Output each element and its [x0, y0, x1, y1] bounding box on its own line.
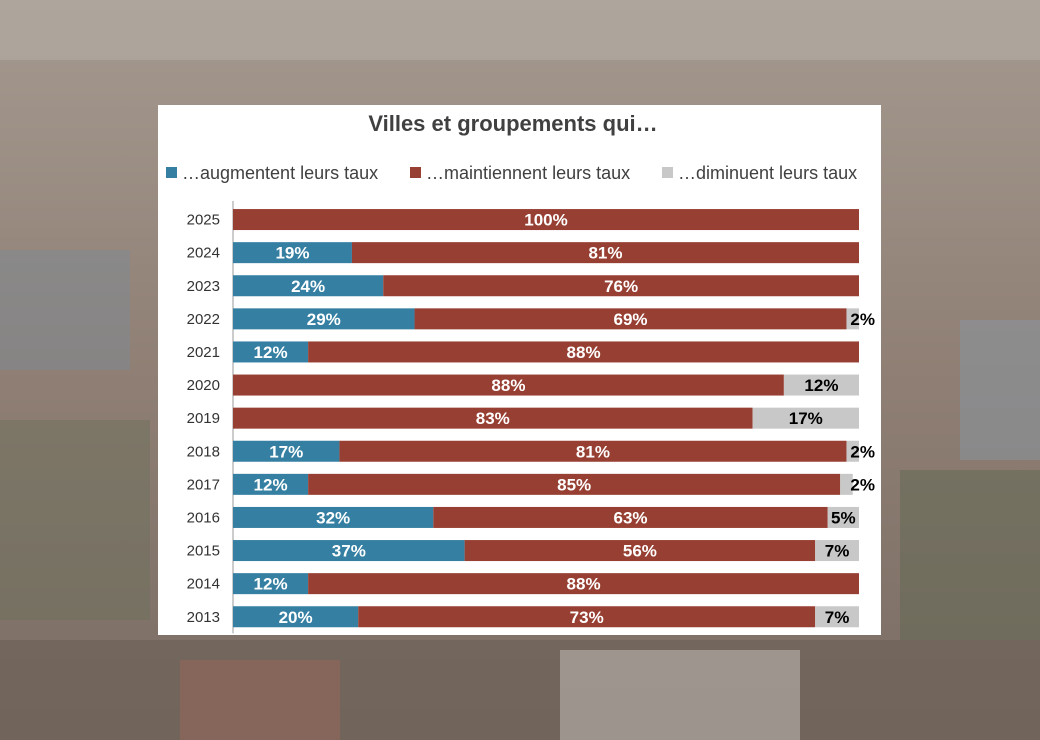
bar-segment [233, 308, 415, 330]
data-label: 12% [254, 475, 288, 494]
bar-segment [233, 242, 352, 264]
legend-entry-1: …maintiennent leurs taux [426, 163, 630, 183]
data-label: 73% [570, 608, 604, 627]
legend-entry-2: …diminuent leurs taux [678, 163, 857, 183]
legend-swatch-1 [410, 167, 421, 178]
data-label: 7% [825, 608, 850, 627]
y-tick-label: 2021 [187, 344, 220, 361]
y-tick-label: 2016 [187, 509, 220, 526]
bar-segment [233, 374, 784, 396]
bar-segment [233, 506, 434, 528]
legend-swatch-0 [166, 167, 177, 178]
data-label: 76% [604, 277, 638, 296]
bar-segment [464, 540, 816, 562]
y-tick-label: 2022 [187, 311, 220, 328]
data-label: 88% [567, 575, 601, 594]
legend-entry-0: …augmentent leurs taux [182, 163, 378, 183]
bar-segment [840, 473, 853, 495]
data-label: 12% [254, 575, 288, 594]
data-label: 85% [557, 475, 591, 494]
data-label: 7% [825, 542, 850, 561]
data-label: 17% [269, 442, 303, 461]
bar-segment [358, 606, 816, 628]
legend-swatch-2 [662, 167, 673, 178]
data-label: 37% [332, 542, 366, 561]
y-tick-label: 2020 [187, 377, 220, 394]
y-tick-label: 2023 [187, 278, 220, 295]
data-label: 29% [307, 310, 341, 329]
data-label: 83% [476, 409, 510, 428]
bar-segment [815, 540, 859, 562]
data-label: 24% [291, 277, 325, 296]
bar-segment [752, 407, 859, 429]
y-tick-label: 2019 [187, 410, 220, 427]
bar-segment [846, 308, 859, 330]
data-label: 88% [491, 376, 525, 395]
bar-segment [414, 308, 847, 330]
bar-segment [827, 506, 859, 528]
bar-segment [233, 407, 753, 429]
bar-segment [846, 440, 859, 462]
data-label: 12% [254, 343, 288, 362]
data-label: 12% [804, 376, 838, 395]
bar-segment [233, 209, 859, 231]
bar-segment [815, 606, 859, 628]
y-tick-labels: 2025 2024 2023 2022 2021 2020 2019 2018 2017 2016… [187, 212, 220, 626]
data-label: 81% [588, 244, 622, 263]
bar-segment [339, 440, 847, 462]
bar-segment [233, 440, 340, 462]
data-label: 56% [623, 542, 657, 561]
data-label: 17% [789, 409, 823, 428]
y-tick-label: 2015 [187, 543, 220, 560]
stacked-bar-chart: Villes et groupements qui… …augmentent l… [166, 111, 875, 634]
y-tick-label: 2017 [187, 476, 220, 493]
bar-segment [233, 341, 309, 363]
bar-segment [383, 275, 859, 297]
bar-segment [233, 606, 359, 628]
data-labels: 100% 19% 81% 24% 76% 29% 69% 2% 12% 88% 88% 12% 83% 1… [254, 211, 875, 627]
bar-segment [233, 275, 384, 297]
y-tick-label: 2013 [187, 609, 220, 626]
data-label: 2% [850, 310, 875, 329]
bar-segment [783, 374, 859, 396]
bar-segment [351, 242, 859, 264]
bar-segment [233, 573, 309, 595]
data-label: 2% [850, 442, 875, 461]
data-label: 81% [576, 442, 610, 461]
bar-segment [233, 540, 465, 562]
chart-title: Villes et groupements qui… [368, 111, 657, 136]
chart-card: Villes et groupements qui… …augmentent l… [158, 105, 881, 635]
bar-segment [308, 473, 841, 495]
data-label: 100% [524, 211, 567, 230]
data-label: 2% [850, 475, 875, 494]
data-label: 5% [831, 508, 856, 527]
y-tick-label: 2018 [187, 443, 220, 460]
y-tick-label: 2024 [187, 245, 220, 262]
data-label: 20% [279, 608, 313, 627]
bar-segment [233, 473, 309, 495]
legend: …augmentent leurs taux …maintiennent leur… [166, 163, 857, 183]
y-tick-label: 2014 [187, 576, 220, 593]
data-label: 69% [613, 310, 647, 329]
data-label: 32% [316, 508, 350, 527]
data-label: 63% [613, 508, 647, 527]
bar-segment [308, 573, 859, 595]
data-label: 88% [567, 343, 601, 362]
bar-segment [308, 341, 859, 363]
y-tick-label: 2025 [187, 212, 220, 229]
data-label: 19% [275, 244, 309, 263]
bar-segment [433, 506, 828, 528]
bars [233, 209, 859, 628]
